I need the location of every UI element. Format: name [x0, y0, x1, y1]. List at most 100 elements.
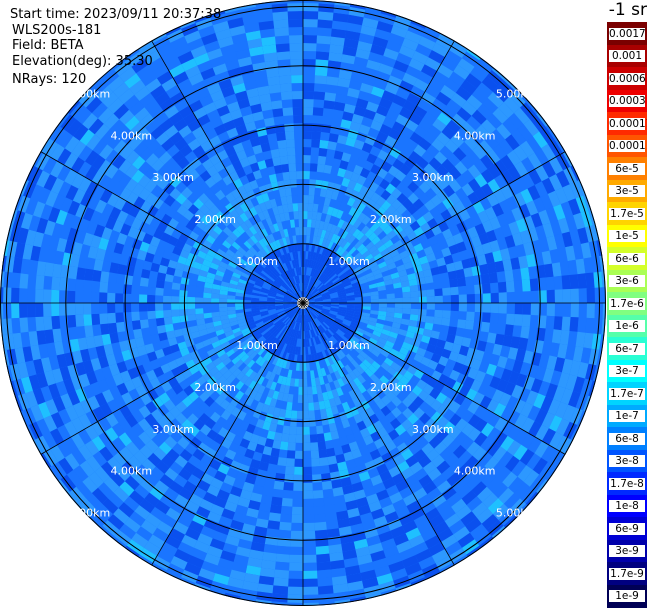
range-gate-cell — [381, 395, 392, 406]
range-gate-cell — [263, 246, 271, 255]
range-gate-cell — [569, 181, 584, 199]
range-gate-cell — [307, 314, 312, 322]
range-gate-cell — [335, 317, 344, 323]
range-gate-cell — [233, 268, 243, 276]
range-gate-cell — [289, 337, 294, 346]
range-gate-cell — [307, 284, 312, 292]
range-gate-cell — [298, 314, 302, 323]
range-gate-cell — [116, 382, 129, 396]
range-gate-cell — [219, 294, 228, 299]
range-gate-cell — [245, 316, 254, 322]
range-gate-cell — [277, 276, 285, 284]
range-gate-cell — [153, 555, 171, 571]
range-gate-cell — [80, 192, 93, 207]
range-gate-cell — [188, 391, 199, 402]
range-gate-cell — [273, 19, 289, 29]
range-gate-cell — [268, 233, 276, 243]
range-ring-label: 3.00km — [412, 171, 454, 184]
range-gate-cell — [314, 327, 320, 336]
range-gate-cell — [433, 70, 449, 85]
range-gate-cell — [259, 202, 268, 212]
range-gate-cell — [481, 119, 497, 135]
range-gate-cell — [361, 285, 370, 291]
range-gate-cell — [316, 425, 324, 435]
range-gate-cell — [315, 281, 322, 289]
range-gate-cell — [283, 296, 292, 300]
range-gate-cell — [476, 340, 487, 352]
range-gate-cell — [489, 240, 500, 253]
range-gate-cell — [519, 230, 531, 244]
range-gate-cell — [306, 295, 313, 301]
range-gate-cell — [103, 250, 114, 263]
range-gate-cell — [178, 125, 192, 138]
range-gate-cell — [342, 279, 351, 286]
range-gate-cell — [374, 28, 391, 41]
range-gate-cell — [326, 206, 334, 216]
range-gate-cell — [468, 178, 481, 192]
range-gate-cell — [276, 321, 284, 329]
range-gate-cell — [451, 113, 467, 128]
range-gate-cell — [448, 244, 459, 255]
range-gate-cell — [396, 193, 408, 204]
range-gate-cell — [317, 335, 323, 344]
range-gate-cell — [314, 299, 323, 302]
range-gate-cell — [460, 469, 476, 485]
range-gate-cell — [310, 268, 315, 277]
range-gate-cell — [112, 154, 126, 169]
range-gate-cell — [138, 373, 150, 385]
range-ring-label: 1.00km — [328, 255, 370, 268]
range-gate-cell — [195, 361, 206, 371]
range-gate-cell — [507, 165, 522, 181]
range-gate-cell — [374, 240, 384, 249]
range-gate-cell — [295, 293, 301, 300]
range-gate-cell — [266, 430, 276, 440]
range-gate-cell — [366, 493, 379, 505]
range-gate-cell — [402, 396, 413, 408]
range-gate-cell — [454, 393, 466, 406]
range-gate-cell — [353, 164, 364, 176]
range-gate-cell — [366, 535, 381, 547]
range-gate-cell — [434, 288, 443, 297]
range-gate-cell — [383, 48, 399, 61]
range-gate-cell — [430, 423, 443, 436]
range-gate-cell — [460, 121, 476, 137]
range-gate-cell — [411, 163, 424, 176]
range-gate-cell — [158, 151, 172, 165]
range-gate-cell — [292, 251, 297, 260]
range-gate-cell — [242, 430, 253, 442]
range-gate-cell — [407, 22, 425, 37]
range-gate-cell — [294, 466, 303, 475]
range-gate-cell — [358, 445, 370, 457]
colorbar-level-label: 6e-8 — [609, 432, 645, 445]
range-gate-cell — [298, 259, 302, 268]
range-gate-cell — [94, 466, 110, 483]
range-gate-cell — [371, 393, 381, 404]
range-gate-cell — [418, 169, 431, 182]
range-gate-cell — [269, 92, 282, 102]
range-gate-cell — [330, 355, 337, 364]
range-gate-cell — [361, 400, 371, 411]
range-gate-cell — [547, 399, 561, 416]
range-gate-cell — [35, 316, 45, 331]
range-gate-cell — [254, 265, 263, 273]
range-gate-cell — [435, 555, 453, 571]
range-gate-cell — [409, 220, 421, 232]
range-gate-cell — [417, 98, 432, 112]
range-gate-cell — [375, 196, 387, 207]
range-gate-cell — [316, 35, 331, 45]
range-gate-cell — [266, 68, 280, 78]
range-gate-cell — [278, 147, 288, 157]
range-gate-cell — [217, 36, 234, 49]
range-gate-cell — [90, 235, 102, 249]
range-gate-cell — [378, 310, 387, 317]
range-gate-cell — [86, 455, 101, 472]
range-gate-cell — [169, 111, 184, 125]
range-gate-cell — [192, 145, 205, 158]
range-gate-cell — [318, 400, 326, 410]
range-gate-cell — [55, 209, 68, 226]
range-gate-cell — [314, 344, 320, 354]
range-gate-cell — [449, 71, 466, 87]
range-gate-cell — [326, 447, 336, 458]
range-gate-cell — [222, 240, 232, 249]
range-gate-cell — [277, 341, 283, 350]
